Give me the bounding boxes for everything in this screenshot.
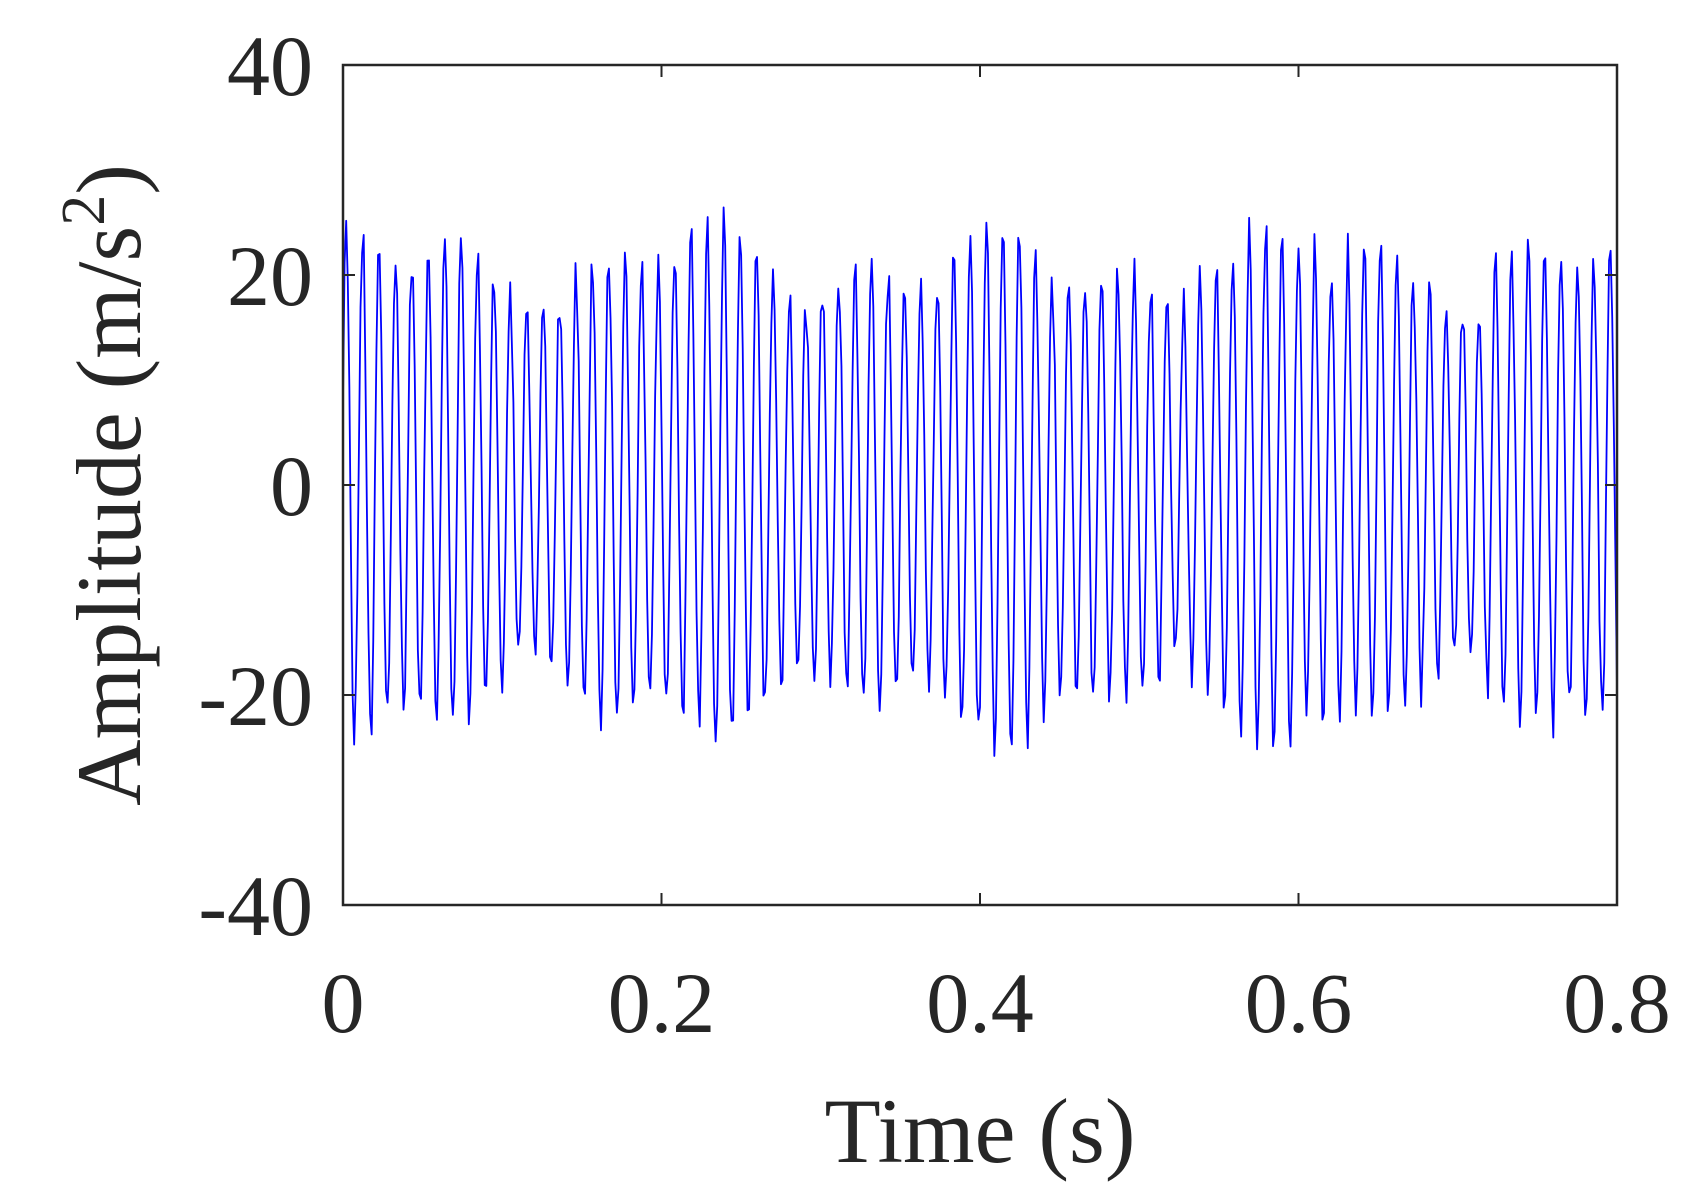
x-axis-label: Time (s) xyxy=(825,1080,1136,1182)
y-axis-label-close: ) xyxy=(58,164,160,195)
series-line xyxy=(342,206,1618,757)
y-axis-label-superscript: 2 xyxy=(50,195,118,226)
y-tick-label: 0 xyxy=(270,438,313,534)
y-axis-label: Amplitude (m/s2) xyxy=(50,164,160,806)
y-axis-label-main: Amplitude (m/s xyxy=(58,226,160,806)
x-tick-label: 0.8 xyxy=(1563,955,1671,1051)
series-layer xyxy=(342,206,1618,757)
x-tick-label: 0.6 xyxy=(1245,955,1353,1051)
x-tick-label: 0.4 xyxy=(926,955,1034,1051)
y-ticks: -40 -20 0 20 40 xyxy=(198,18,1617,954)
x-tick-label: 0 xyxy=(322,955,365,1051)
y-tick-label: -40 xyxy=(198,858,313,954)
x-ticks: 0 0.2 0.4 0.6 0.8 xyxy=(322,65,1671,1051)
y-tick-label: 40 xyxy=(227,18,313,114)
y-tick-label: 20 xyxy=(227,228,313,324)
x-tick-label: 0.2 xyxy=(608,955,716,1051)
y-tick-label: -20 xyxy=(198,648,313,744)
